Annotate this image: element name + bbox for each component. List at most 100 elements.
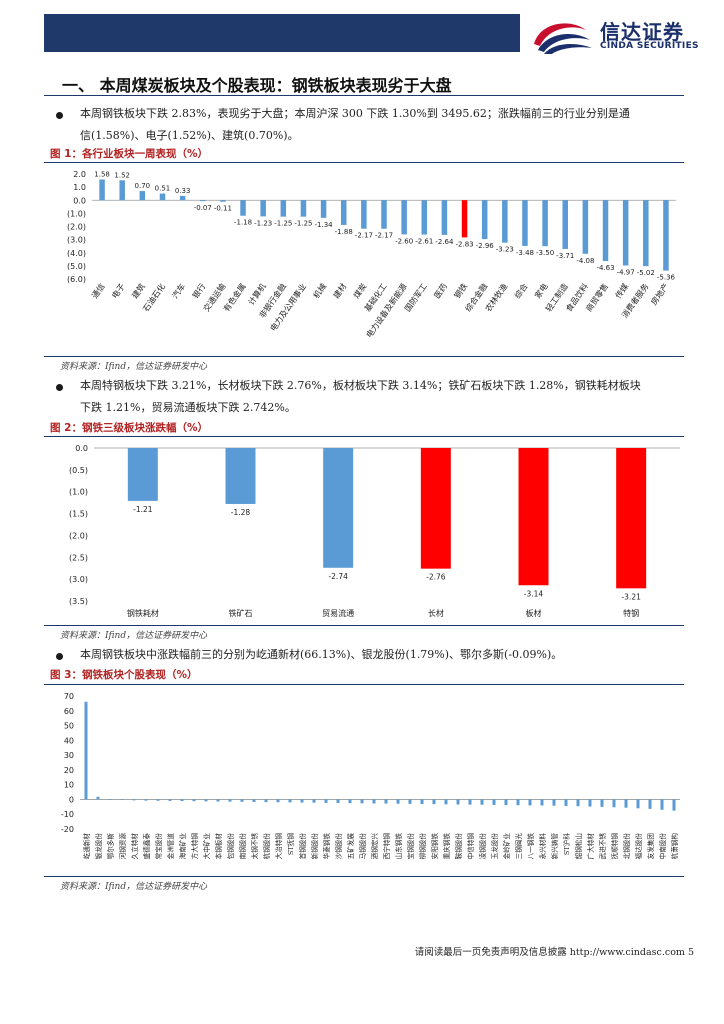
bar <box>602 200 609 262</box>
bar <box>396 799 400 804</box>
data-label: -1.25 <box>294 220 312 228</box>
x-tick-label: 八一钢铁 <box>526 833 535 860</box>
x-tick-label: 太钢不锈 <box>250 833 259 860</box>
data-label: -3.21 <box>621 592 641 601</box>
y-tick-label: 20 <box>64 766 74 775</box>
data-label: -5.36 <box>657 274 676 282</box>
y-tick-label: (2.5) <box>69 553 88 562</box>
data-label: -2.17 <box>375 232 393 240</box>
y-tick-label: 70 <box>64 692 74 701</box>
figure-2-title: 图 2：钢铁三级板块涨跌幅（%） <box>50 422 208 434</box>
bar <box>420 799 424 805</box>
x-tick-label: 盛德鑫泰 <box>142 833 151 860</box>
y-tick-label: 40 <box>64 736 74 745</box>
x-tick-label: ST抚钢 <box>286 833 295 856</box>
bar <box>323 448 354 568</box>
x-tick-label: 房地产 <box>649 281 671 306</box>
bullet-icon <box>56 384 63 391</box>
bar <box>119 180 125 201</box>
bar <box>408 799 412 804</box>
bar <box>480 799 484 805</box>
bar <box>516 799 520 806</box>
bar <box>276 799 280 803</box>
x-tick-label: 华菱钢铁 <box>322 833 331 860</box>
bar <box>441 200 448 235</box>
bar <box>96 796 100 800</box>
y-tick-label: 0.0 <box>73 196 86 205</box>
bar <box>588 799 592 807</box>
x-tick-label: 贸易流通 <box>322 608 354 618</box>
bar <box>228 799 232 802</box>
bar <box>444 799 448 805</box>
x-tick-label: 杭钢股份 <box>262 833 271 860</box>
data-label: -1.18 <box>234 219 252 227</box>
x-tick-label: 金洲管道 <box>166 833 175 860</box>
data-label: 1.52 <box>114 171 130 179</box>
data-label: -1.21 <box>133 505 153 514</box>
bar <box>552 799 556 806</box>
figure-2-source: 资料来源：Ifind，信达证券研发中心 <box>60 631 208 641</box>
bar <box>180 799 184 802</box>
x-tick-label: 河钢资源 <box>118 833 127 860</box>
bar <box>421 200 428 235</box>
bar <box>672 799 676 811</box>
x-tick-label: 柳钢股份 <box>418 833 427 860</box>
x-tick-label: 汽车 <box>170 281 187 300</box>
x-tick-label: 马钢股份 <box>358 833 367 860</box>
figure-2-rule <box>44 436 684 437</box>
x-tick-label: 金岭矿业 <box>502 833 511 860</box>
data-label: 1.58 <box>94 171 110 179</box>
figure-3-rule <box>44 684 684 685</box>
data-label: -1.25 <box>274 220 292 228</box>
bar <box>504 799 508 806</box>
bar <box>540 799 544 806</box>
paragraph-1-line-2: 信(1.58%)、电子(1.52%)、建筑(0.70%)。 <box>80 129 299 142</box>
figure-3-source: 资料来源：Ifind，信达证券研发中心 <box>60 882 208 892</box>
data-label: -2.74 <box>328 572 348 581</box>
data-label: -2.61 <box>415 238 433 246</box>
bar <box>528 799 532 806</box>
data-label: -0.07 <box>194 204 212 212</box>
data-label: -2.64 <box>435 238 454 246</box>
bar <box>562 200 568 249</box>
footer-text: 请阅读最后一页免责声明及信息披露 http://www.cindasc.com <box>414 947 685 958</box>
x-tick-label: 大冶特钢 <box>274 833 283 860</box>
bar <box>216 799 220 802</box>
x-tick-label: 杭萧钢构 <box>670 833 679 860</box>
x-tick-label: 友发集团 <box>646 833 655 860</box>
y-tick-label: -20 <box>61 825 74 834</box>
bar <box>132 799 136 801</box>
x-tick-label: 家电 <box>532 281 549 300</box>
paragraph-1-line-1: 本周钢铁板块下跌 2.83%，表现劣于大盘；本周沪深 300 下跌 1.30%到… <box>80 107 630 120</box>
y-tick-label: (2.0) <box>67 223 86 232</box>
bar <box>360 799 364 804</box>
y-tick-label: 60 <box>64 707 74 716</box>
x-tick-label: 中南股份 <box>658 833 667 860</box>
data-label: -4.08 <box>576 257 594 265</box>
data-label: -4.97 <box>617 268 635 276</box>
bar <box>481 200 488 240</box>
data-label: -3.48 <box>516 249 534 257</box>
data-label: -3.23 <box>496 246 514 254</box>
chart-fig3: 70 60 50 40 30 20 10 0 -10 -20 屹通新材 银龙股份 鄂尔多斯 河钢资源 久立特… <box>61 692 680 860</box>
x-tick-label: 永兴材料 <box>538 833 547 860</box>
x-tick-label: 板材 <box>526 608 542 618</box>
paragraph-2-line-2: 下跌 1.21%，贸易流通板块下跌 2.742%。 <box>80 401 296 414</box>
x-tick-label: 凌钢股份 <box>478 833 487 860</box>
data-label: -1.34 <box>315 221 334 229</box>
x-tick-label: 南钢股份 <box>238 833 247 860</box>
bar <box>179 195 186 201</box>
y-tick-label: (1.0) <box>69 488 88 497</box>
x-tick-label: 北钢股份 <box>622 833 631 860</box>
footer: 请阅读最后一页免责声明及信息披露 http://www.cindasc.com … <box>415 944 694 958</box>
bar <box>156 799 160 801</box>
data-label: -2.96 <box>476 242 495 250</box>
x-tick-label: 福达股份 <box>634 833 643 860</box>
y-tick-label: 50 <box>64 722 74 731</box>
y-tick-label: 10 <box>64 781 74 790</box>
x-tick-label: 广大特材 <box>586 833 595 860</box>
x-tick-label: 韶钢松山 <box>574 833 583 859</box>
y-tick-label: (5.0) <box>67 262 86 271</box>
data-label: 0.70 <box>135 182 151 190</box>
x-tick-label: 综合 <box>512 281 529 300</box>
